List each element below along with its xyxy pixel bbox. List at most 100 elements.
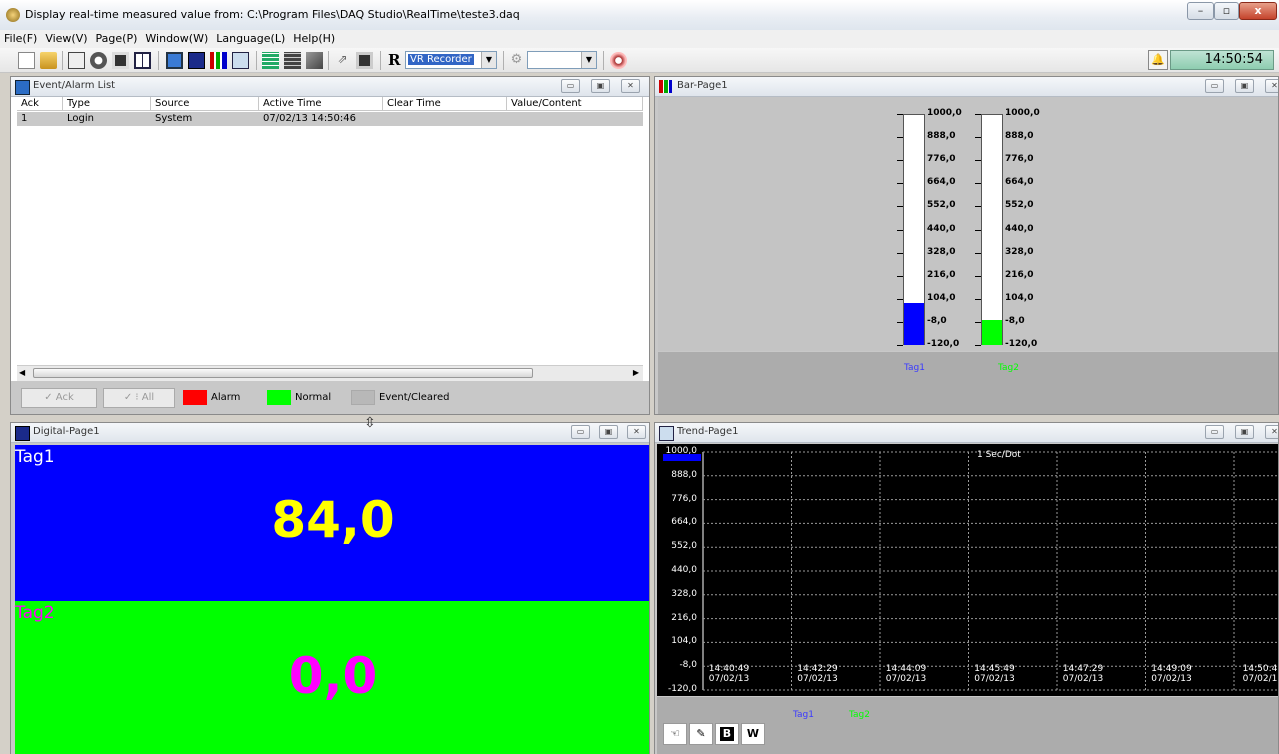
page-settings-icon[interactable] [68, 52, 85, 69]
digital-tag1-panel: Tag1 84,0 [15, 445, 649, 601]
bar-scale-tick-label: 440,0 [927, 223, 956, 234]
recorder-select-value: VR Recorder [408, 54, 474, 65]
menu-page[interactable]: Page(P) [95, 32, 138, 45]
table-row[interactable]: 1 Login System 07/02/13 14:50:46 [17, 112, 643, 126]
maximize-button[interactable]: ▣ [1235, 425, 1254, 439]
menu-language[interactable]: Language(L) [216, 32, 286, 45]
maximize-button[interactable]: ▣ [591, 79, 610, 93]
trend-x-tick-label: 14:47:29 07/02/13 [1062, 664, 1104, 684]
bar-scale-tick-label: 216,0 [927, 269, 956, 280]
cell-value [507, 112, 511, 125]
menu-help[interactable]: Help(H) [293, 32, 336, 45]
device-icon[interactable] [356, 52, 373, 69]
bar-scale-tick-label: 664,0 [927, 177, 956, 188]
column-source[interactable]: Source [151, 97, 259, 111]
resize-cursor-icon: ⇳ [364, 415, 376, 431]
menu-file[interactable]: File(F) [4, 32, 38, 45]
export-icon[interactable]: ⇗ [337, 52, 348, 66]
connect-icon[interactable]: ⚙ [510, 52, 523, 67]
bar-page-icon[interactable] [210, 52, 227, 69]
open-folder-icon[interactable] [40, 52, 57, 69]
recorder-select[interactable]: VR Recorder ▼ [405, 51, 497, 69]
minimize-button[interactable]: ▭ [1205, 79, 1224, 93]
trend-y-tick-label: 440,0 [671, 565, 697, 575]
grid-icon[interactable] [134, 52, 151, 69]
white-background-button[interactable]: W [741, 723, 765, 745]
bar-scale-tick-mark [897, 183, 903, 185]
bar-scale-tick-label: 1000,0 [1005, 108, 1040, 118]
digital-tag1-value: 84,0 [271, 491, 395, 549]
scroll-right-icon[interactable]: ▶ [632, 368, 639, 377]
trend-page-title: Trend-Page1 [677, 426, 739, 437]
cell-type: Login [67, 113, 94, 124]
digital-page-icon[interactable] [188, 52, 205, 69]
gear-icon[interactable] [90, 52, 107, 69]
minimize-button[interactable]: ▭ [561, 79, 580, 93]
column-clear-time[interactable]: Clear Time [383, 97, 507, 111]
scrollbar-thumb[interactable] [33, 368, 533, 378]
bar-scale-tick-label: -8,0 [927, 315, 947, 326]
close-button[interactable]: ✕ [627, 425, 646, 439]
trend-axis-labels: 1000,0 888,0 776,0 664,0 552,0 440,0 328,0 216,… [657, 444, 1278, 696]
window-title-bar: Display real-time measured value from: C… [0, 0, 1279, 30]
table-icon[interactable] [262, 52, 279, 69]
bar-scale-tick-mark [975, 114, 981, 115]
event-list-icon[interactable] [166, 52, 183, 69]
trend-page-icon[interactable] [232, 52, 249, 69]
digital-tag2-name: Tag2 [15, 603, 55, 623]
bar-page-icon [659, 80, 672, 93]
bar-scale-tick-label: 888,0 [927, 131, 956, 142]
horizontal-scrollbar[interactable]: ◀ ▶ [17, 365, 643, 381]
alarm-bell-icon[interactable]: 🔔 [1148, 50, 1168, 70]
secondary-select[interactable]: ▼ [527, 51, 597, 69]
minimize-button[interactable]: – [1187, 2, 1214, 20]
bar-scale-tick-label: 776,0 [927, 154, 956, 165]
bar-scale-tick-label: 552,0 [927, 200, 956, 211]
trend-y-tick-label: 664,0 [671, 517, 697, 528]
ack-all-button[interactable]: ✓ ⁝ All [103, 388, 175, 408]
close-button[interactable]: ✕ [621, 79, 640, 93]
column-active-time[interactable]: Active Time [259, 97, 383, 111]
close-button[interactable]: ✕ [1265, 425, 1278, 439]
list-icon[interactable] [284, 52, 301, 69]
normal-legend-label: Normal [295, 392, 332, 403]
close-button[interactable]: x [1239, 2, 1277, 20]
bar-scale-tick-label: 1000,0 [927, 108, 962, 118]
stack-icon[interactable] [306, 52, 323, 69]
maximize-button[interactable]: ▣ [599, 425, 618, 439]
black-background-button[interactable]: B [715, 723, 739, 745]
trend-y-tick-label: 776,0 [671, 493, 697, 504]
event-list-title: Event/Alarm List [33, 80, 116, 91]
new-file-icon[interactable] [18, 52, 35, 69]
digital-tag2-panel: Tag2 0,0 [15, 601, 649, 754]
normal-swatch [267, 390, 291, 405]
stop-icon[interactable] [610, 52, 627, 69]
close-button[interactable]: ✕ [1265, 79, 1278, 93]
bar-page-window: Bar-Page1 ▭ ▣ ✕ 1000,0 888,0 776,0 664,0 552… [654, 76, 1279, 415]
monitor-icon[interactable] [112, 52, 129, 69]
bar-scale-tick-mark [975, 345, 981, 346]
scroll-left-icon[interactable]: ◀ [19, 368, 26, 377]
column-value-content[interactable]: Value/Content [507, 97, 643, 111]
menu-view[interactable]: View(V) [45, 32, 88, 45]
bar-legend-tag2: Tag2 [998, 363, 1019, 373]
bar-scale-tick-mark [897, 137, 903, 139]
minimize-button[interactable]: ▭ [571, 425, 590, 439]
maximize-button[interactable]: ▣ [1235, 79, 1254, 93]
pen-icon[interactable]: ✎ [689, 723, 713, 745]
trend-footer: Tag1 Tag2 ☜ ✎ B W [657, 697, 1278, 754]
column-ack[interactable]: Ack [17, 97, 63, 111]
column-type[interactable]: Type [63, 97, 151, 111]
trend-y-tick-label: -120,0 [667, 684, 697, 694]
event-cleared-swatch [351, 390, 375, 405]
ack-button[interactable]: ✓ Ack [21, 388, 97, 408]
bar-scale-tick-mark [975, 137, 981, 139]
trend-legend-tag1: Tag1 [793, 710, 814, 720]
minimize-button[interactable]: ▭ [1205, 425, 1224, 439]
bar-scale-tick-mark [897, 114, 903, 115]
hand-pointer-icon[interactable]: ☜ [663, 723, 687, 745]
menu-window[interactable]: Window(W) [145, 32, 209, 45]
chevron-down-icon: ▼ [481, 52, 496, 68]
trend-y-tick-label: 888,0 [671, 469, 697, 480]
maximize-button[interactable]: ▫ [1214, 2, 1239, 20]
